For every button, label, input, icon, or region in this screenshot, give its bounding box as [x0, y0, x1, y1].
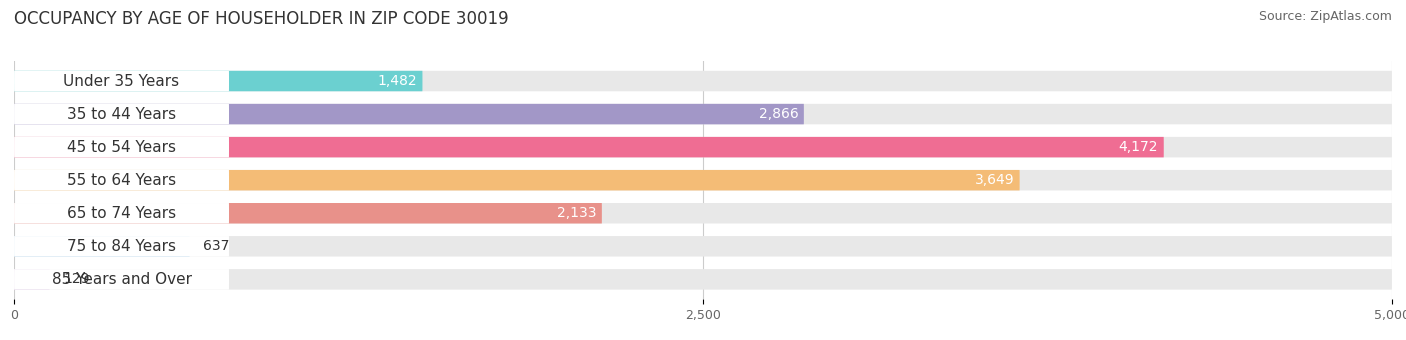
FancyBboxPatch shape	[14, 236, 1392, 257]
FancyBboxPatch shape	[14, 104, 1392, 124]
FancyBboxPatch shape	[14, 71, 422, 91]
Text: 35 to 44 Years: 35 to 44 Years	[67, 106, 176, 122]
Text: 45 to 54 Years: 45 to 54 Years	[67, 140, 176, 155]
FancyBboxPatch shape	[14, 236, 190, 257]
Text: 2,133: 2,133	[557, 206, 596, 220]
Text: Under 35 Years: Under 35 Years	[63, 73, 180, 88]
Text: 4,172: 4,172	[1119, 140, 1159, 154]
Text: Source: ZipAtlas.com: Source: ZipAtlas.com	[1258, 10, 1392, 23]
FancyBboxPatch shape	[14, 137, 1164, 157]
FancyBboxPatch shape	[14, 137, 1392, 157]
FancyBboxPatch shape	[14, 71, 1392, 91]
FancyBboxPatch shape	[14, 137, 229, 157]
FancyBboxPatch shape	[14, 104, 804, 124]
FancyBboxPatch shape	[14, 203, 1392, 223]
FancyBboxPatch shape	[14, 170, 229, 190]
FancyBboxPatch shape	[14, 269, 229, 290]
FancyBboxPatch shape	[14, 203, 602, 223]
FancyBboxPatch shape	[14, 269, 49, 290]
Text: 75 to 84 Years: 75 to 84 Years	[67, 239, 176, 254]
Text: 3,649: 3,649	[974, 173, 1014, 187]
FancyBboxPatch shape	[14, 104, 229, 124]
FancyBboxPatch shape	[14, 203, 229, 223]
Text: 65 to 74 Years: 65 to 74 Years	[67, 206, 176, 221]
Text: OCCUPANCY BY AGE OF HOUSEHOLDER IN ZIP CODE 30019: OCCUPANCY BY AGE OF HOUSEHOLDER IN ZIP C…	[14, 10, 509, 28]
Text: 2,866: 2,866	[759, 107, 799, 121]
FancyBboxPatch shape	[14, 170, 1019, 190]
Text: 1,482: 1,482	[377, 74, 418, 88]
FancyBboxPatch shape	[14, 71, 229, 91]
Text: 637: 637	[204, 239, 229, 253]
FancyBboxPatch shape	[14, 269, 1392, 290]
Text: 129: 129	[63, 272, 90, 286]
Text: 55 to 64 Years: 55 to 64 Years	[67, 173, 176, 188]
FancyBboxPatch shape	[14, 170, 1392, 190]
FancyBboxPatch shape	[14, 236, 229, 257]
Text: 85 Years and Over: 85 Years and Over	[52, 272, 191, 287]
